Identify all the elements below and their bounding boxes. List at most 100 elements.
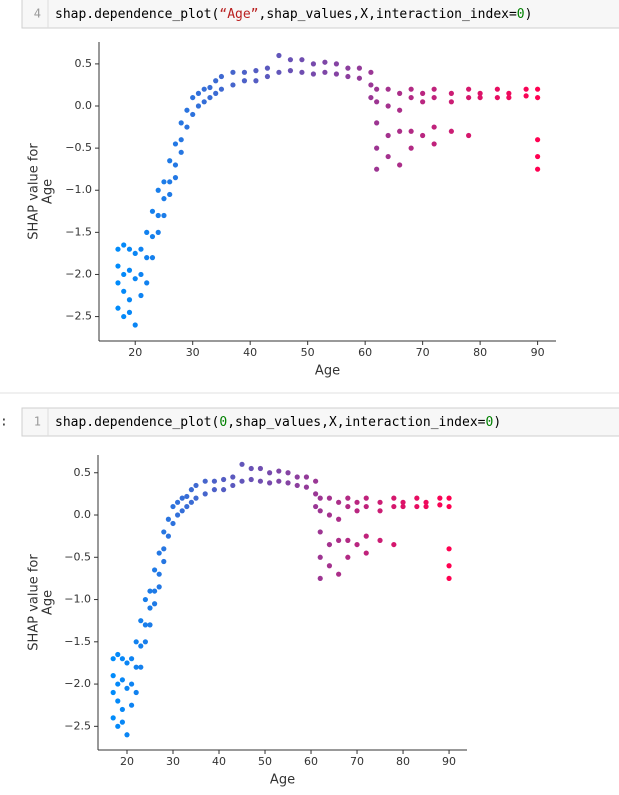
y-tick-label: 0.0 [74, 508, 92, 521]
scatter-point [326, 512, 333, 518]
scatter-point [115, 723, 121, 729]
code-cell [21, 0, 619, 29]
scatter-point [257, 465, 264, 472]
scatter-point [115, 246, 121, 252]
scatter-point [165, 533, 171, 539]
y-tick-label: −1.0 [65, 183, 92, 196]
scatter-point [506, 90, 512, 96]
scatter-point [420, 90, 426, 96]
scatter-point [230, 474, 236, 480]
scatter-point [423, 499, 429, 505]
scatter-point [317, 495, 323, 501]
scatter-point [408, 145, 414, 151]
x-tick-label: 60 [358, 346, 372, 359]
scatter-point [184, 503, 190, 510]
code-token: ,shap_values,X,interaction_index= [227, 415, 485, 430]
scatter-point [523, 86, 529, 92]
scatter-point [142, 622, 148, 628]
scatter-point [144, 280, 150, 286]
scatter-point [431, 86, 437, 92]
scatter-point [397, 128, 403, 134]
scatter-point [466, 94, 472, 101]
scatter-point [149, 255, 156, 261]
x-tick-label: 90 [531, 346, 545, 359]
scatter-point [248, 465, 254, 472]
scatter-point [167, 191, 173, 198]
scatter-point [178, 137, 184, 143]
scatter-point [132, 276, 138, 282]
scatter-point [190, 111, 196, 118]
scatter-point [363, 533, 369, 539]
y-tick-label: −2.5 [64, 719, 91, 732]
scatter-point [368, 69, 374, 75]
scatter-point [156, 584, 162, 590]
scatter-point [121, 242, 127, 248]
scatter-point [230, 482, 236, 489]
scatter-point [322, 69, 328, 75]
scatter-point [276, 69, 282, 75]
code-token: ) [525, 7, 533, 22]
scatter-point [317, 529, 323, 535]
x-tick-label: 90 [442, 755, 456, 768]
scatter-point [110, 673, 116, 679]
scatter-point [110, 656, 116, 662]
scatter-point [147, 588, 153, 594]
scatter-point [431, 124, 437, 130]
scatter-point [299, 57, 305, 63]
scatter-point [354, 508, 360, 514]
code-token: 0 [517, 7, 525, 22]
y-tick-label: −2.0 [65, 267, 92, 280]
code-token: “Age” [219, 7, 258, 22]
scatter-point [202, 478, 208, 484]
y-tick-label: 0.5 [75, 57, 93, 70]
scatter-point [374, 86, 380, 92]
scatter-point [276, 52, 282, 59]
y-tick-label: −2.0 [64, 677, 91, 690]
scatter-point [354, 541, 360, 548]
y-tick-label: −0.5 [64, 550, 91, 563]
scatter-point [115, 681, 121, 687]
scatter-point [115, 263, 121, 269]
scatter-point [374, 99, 380, 105]
scatter-point [155, 187, 161, 193]
scatter-point [151, 601, 158, 607]
scatter-point [477, 94, 483, 101]
code-line: shap.dependence_plot(0,shap_values,X,int… [55, 415, 501, 430]
scatter-point [156, 571, 162, 577]
scatter-point [184, 124, 190, 130]
scatter-point [119, 677, 125, 683]
scatter-point [535, 94, 541, 101]
scatter-point [317, 508, 323, 514]
scatter-point [363, 550, 369, 556]
scatter-point [363, 495, 369, 501]
y-axis-label: SHAP value for [27, 143, 42, 240]
y-tick-label: −1.0 [64, 593, 91, 606]
scatter-point [156, 550, 162, 556]
scatter-point [336, 499, 342, 505]
scatter-point [345, 537, 351, 543]
scatter-point [354, 499, 360, 505]
y-tick-label: −0.5 [65, 141, 92, 154]
scatter-point [397, 107, 403, 113]
scatter-point [167, 158, 173, 164]
scatter-point [119, 719, 125, 725]
scatter-point [213, 78, 219, 84]
scatter-point [207, 94, 213, 101]
scatter-point [257, 478, 264, 484]
x-tick-label: 30 [166, 755, 180, 768]
x-tick-label: 50 [301, 346, 315, 359]
scatter-point [172, 141, 179, 147]
scatter-point [345, 73, 351, 80]
scatter-point [356, 75, 363, 81]
code-token: shap.dependence_plot( [55, 415, 219, 430]
scatter-point [333, 61, 340, 67]
scatter-point [201, 99, 207, 105]
scatter-point [310, 71, 317, 77]
x-tick-label: 70 [416, 346, 430, 359]
scatter-point [161, 546, 167, 552]
scatter-point [138, 292, 144, 299]
code-line: shap.dependence_plot(“Age”,shap_values,X… [55, 7, 532, 22]
scatter-point [299, 69, 305, 75]
scatter-point [142, 596, 148, 603]
